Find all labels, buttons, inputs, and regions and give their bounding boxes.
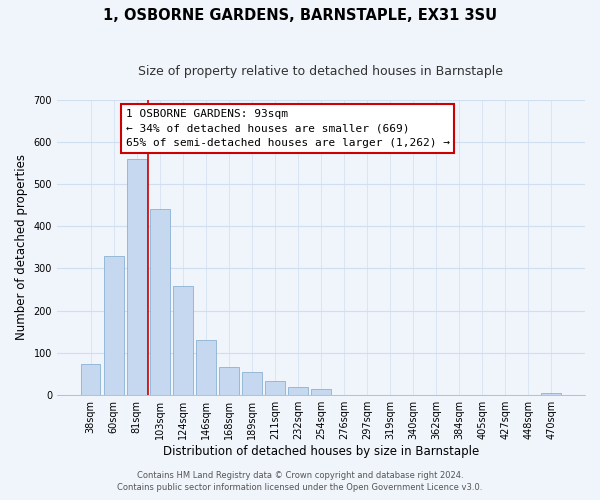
Bar <box>173 286 193 395</box>
Text: Contains HM Land Registry data © Crown copyright and database right 2024.
Contai: Contains HM Land Registry data © Crown c… <box>118 471 482 492</box>
Bar <box>104 256 124 394</box>
Text: 1, OSBORNE GARDENS, BARNSTAPLE, EX31 3SU: 1, OSBORNE GARDENS, BARNSTAPLE, EX31 3SU <box>103 8 497 22</box>
Title: Size of property relative to detached houses in Barnstaple: Size of property relative to detached ho… <box>139 65 503 78</box>
Bar <box>150 210 170 394</box>
Bar <box>265 381 284 394</box>
Bar <box>196 340 215 394</box>
Y-axis label: Number of detached properties: Number of detached properties <box>15 154 28 340</box>
X-axis label: Distribution of detached houses by size in Barnstaple: Distribution of detached houses by size … <box>163 444 479 458</box>
Bar <box>541 392 561 394</box>
Bar <box>288 387 308 394</box>
Bar <box>219 368 239 394</box>
Bar <box>81 364 100 394</box>
Text: 1 OSBORNE GARDENS: 93sqm
← 34% of detached houses are smaller (669)
65% of semi-: 1 OSBORNE GARDENS: 93sqm ← 34% of detach… <box>125 109 449 148</box>
Bar <box>127 159 146 394</box>
Bar <box>242 372 262 394</box>
Bar <box>311 389 331 394</box>
